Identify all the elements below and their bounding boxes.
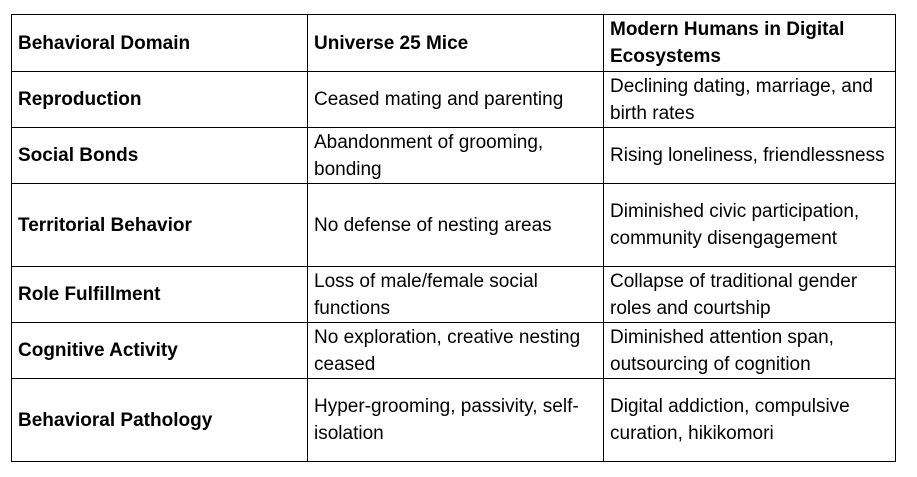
humans-cell: Digital addiction, compulsive curation, … [603, 378, 896, 462]
mice-cell: No exploration, creative nesting ceased [307, 322, 604, 379]
header-universe-25-mice: Universe 25 Mice [307, 14, 604, 72]
humans-cell: Diminished civic participation, communit… [603, 183, 896, 267]
table-row: Cognitive Activity No exploration, creat… [11, 322, 896, 379]
header-row: Behavioral Domain Universe 25 Mice Moder… [11, 14, 896, 72]
domain-cell: Behavioral Pathology [11, 378, 308, 462]
humans-cell: Collapse of traditional gender roles and… [603, 266, 896, 323]
domain-cell: Reproduction [11, 71, 308, 128]
humans-cell: Declining dating, marriage, and birth ra… [603, 71, 896, 128]
humans-cell: Diminished attention span, outsourcing o… [603, 322, 896, 379]
domain-cell: Territorial Behavior [11, 183, 308, 267]
humans-cell: Rising loneliness, friendlessness [603, 127, 896, 184]
mice-cell: Ceased mating and parenting [307, 71, 604, 128]
table-row: Role Fulfillment Loss of male/female soc… [11, 266, 896, 323]
domain-cell: Cognitive Activity [11, 322, 308, 379]
mice-cell: Abandonment of grooming, bonding [307, 127, 604, 184]
table-row: Reproduction Ceased mating and parenting… [11, 71, 896, 128]
mice-cell: Hyper-grooming, passivity, self-isolatio… [307, 378, 604, 462]
mice-cell: No defense of nesting areas [307, 183, 604, 267]
comparison-table: Behavioral Domain Universe 25 Mice Moder… [11, 14, 896, 462]
mice-cell: Loss of male/female social functions [307, 266, 604, 323]
header-behavioral-domain: Behavioral Domain [11, 14, 308, 72]
domain-cell: Social Bonds [11, 127, 308, 184]
domain-cell: Role Fulfillment [11, 266, 308, 323]
header-modern-humans: Modern Humans in Digital Ecosystems [603, 14, 896, 72]
table-row: Behavioral Pathology Hyper-grooming, pas… [11, 378, 896, 462]
table-row: Territorial Behavior No defense of nesti… [11, 183, 896, 267]
table-row: Social Bonds Abandonment of grooming, bo… [11, 127, 896, 184]
